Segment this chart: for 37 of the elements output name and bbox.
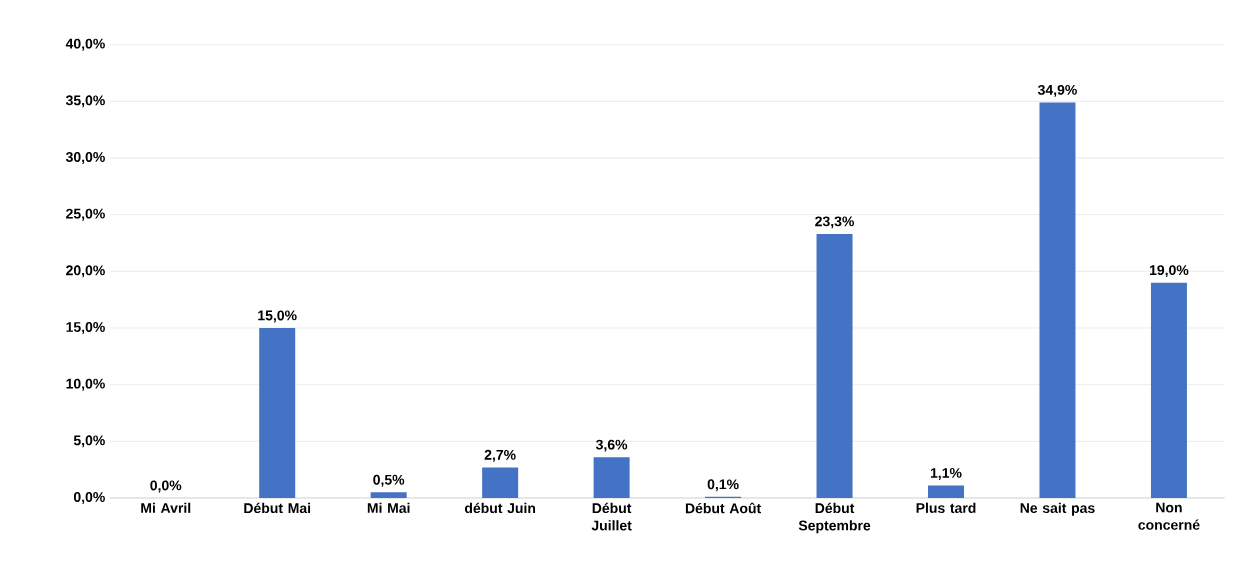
y-tick-label: 15,0%	[66, 322, 105, 334]
data-label: 23,3%	[815, 216, 854, 229]
x-tick-label: Début Juillet	[591, 502, 632, 531]
x-tick-label: début Juin	[464, 502, 536, 514]
y-tick-label: 20,0%	[66, 265, 105, 278]
data-label: 0,0%	[150, 480, 182, 493]
data-label: 15,0%	[258, 310, 297, 323]
bar	[370, 492, 407, 498]
y-tick-label: 0,0%	[73, 492, 105, 504]
data-label: 19,0%	[1149, 265, 1189, 278]
y-tick-label: 35,0%	[65, 95, 105, 108]
y-tick-label: 5,0%	[73, 435, 105, 448]
bar	[1150, 282, 1187, 498]
data-label: 34,9%	[1037, 84, 1077, 97]
x-tick-label: Plus tard	[916, 502, 976, 513]
bar	[1039, 102, 1076, 498]
y-tick-label: 10,0%	[66, 378, 105, 391]
bar	[928, 485, 965, 498]
bar	[593, 457, 630, 498]
bar	[482, 467, 519, 498]
x-tick-label: Début Mai	[244, 502, 311, 514]
x-tick-label: Début Septembre	[798, 502, 871, 534]
data-label: 0,1%	[707, 479, 739, 492]
x-tick-label: Mi Avril	[141, 502, 191, 513]
data-label: 3,6%	[595, 439, 628, 452]
bar	[259, 328, 296, 498]
x-tick-label: Début Août	[685, 502, 762, 514]
y-tick-label: 30,0%	[65, 152, 105, 164]
data-label: 1,1%	[930, 468, 962, 480]
data-label: 2,7%	[484, 449, 516, 462]
x-tick-label: Non concerné	[1138, 502, 1200, 530]
bar	[816, 233, 853, 498]
x-tick-label: Ne sait pas	[1020, 502, 1095, 516]
y-tick-label: 40,0%	[65, 38, 105, 51]
data-label: 0,5%	[373, 474, 405, 487]
x-tick-label: Mi Mai	[367, 502, 410, 513]
y-tick-label: 25,0%	[66, 208, 105, 221]
